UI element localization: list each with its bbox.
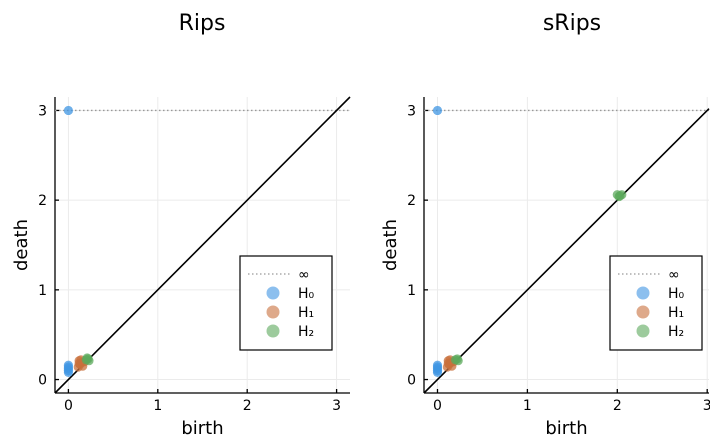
- diagonal-line: [54, 96, 351, 394]
- legend-box: [609, 255, 703, 351]
- legend-label: H₀: [668, 286, 685, 302]
- chart-title: sRips: [543, 11, 601, 36]
- y-tick-label: 1: [38, 283, 47, 299]
- y-tick-label: 0: [38, 373, 47, 389]
- point-h1: [74, 358, 84, 368]
- x-tick-label: 0: [433, 398, 442, 414]
- legend: ∞ H₀ H₁ H₂: [239, 255, 333, 351]
- legend-label: H₂: [298, 324, 314, 340]
- point-h2: [82, 353, 92, 363]
- panel-srips: sRips 0 1 2 3 0 1 2 3 birth death ∞ H₀ H₁ H₂: [380, 11, 710, 437]
- y-tick-label: 1: [407, 283, 416, 299]
- point-h0: [63, 360, 74, 370]
- legend-label: H₂: [668, 324, 684, 340]
- x-tick-label: 2: [613, 398, 622, 414]
- legend-box: [239, 255, 333, 351]
- y-axis-label: death: [11, 219, 32, 271]
- point-h0: [63, 105, 74, 116]
- point-h0: [432, 360, 443, 370]
- legend-h2-swatch: [266, 324, 280, 338]
- legend-h1-swatch: [266, 305, 280, 319]
- legend-label: H₁: [298, 305, 314, 321]
- x-axis-label: birth: [545, 418, 587, 437]
- x-tick-label: 2: [243, 398, 252, 414]
- y-tick-label: 0: [407, 373, 416, 389]
- y-tick-label: 3: [38, 103, 47, 119]
- x-tick-label: 1: [523, 398, 532, 414]
- x-axis-label: birth: [181, 418, 223, 437]
- legend-h1-swatch: [636, 305, 650, 319]
- x-tick-label: 3: [332, 398, 341, 414]
- x-tick-label: 0: [64, 398, 73, 414]
- y-tick-label: 2: [38, 193, 47, 209]
- y-tick-label: 2: [407, 193, 416, 209]
- y-axis-label: death: [380, 219, 401, 271]
- point-h0: [432, 105, 443, 116]
- legend-label: ∞: [298, 267, 310, 283]
- legend-h0-swatch: [266, 286, 280, 300]
- legend-h2-swatch: [636, 324, 650, 338]
- diagonal-line: [423, 108, 710, 394]
- legend-label: H₁: [668, 305, 684, 321]
- y-tick-label: 3: [407, 103, 416, 119]
- x-tick-label: 1: [153, 398, 162, 414]
- legend-h0-swatch: [636, 286, 650, 300]
- chart-title: Rips: [179, 11, 226, 36]
- point-h2: [614, 191, 624, 202]
- point-h2: [453, 356, 463, 366]
- legend-label: H₀: [298, 286, 315, 302]
- panel-rips: Rips 0 1 2 3 0 1 2 3 birth death ∞ H₀ H₁ H₂: [11, 11, 351, 437]
- legend-label: ∞: [668, 267, 680, 283]
- x-tick-label: 3: [703, 398, 710, 414]
- point-h1: [443, 358, 453, 368]
- legend: ∞ H₀ H₁ H₂: [609, 255, 703, 351]
